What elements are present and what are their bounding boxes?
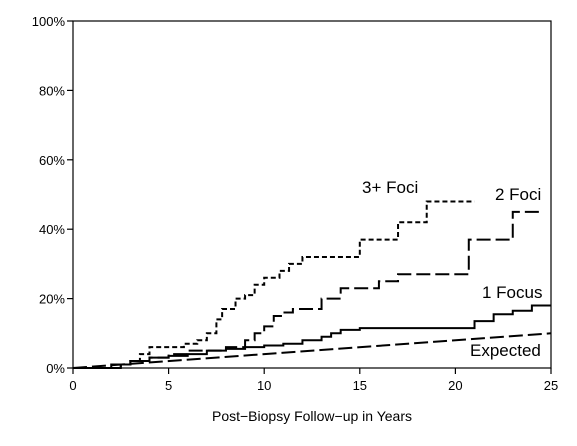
x-axis: 0 5 10 15 20 25 — [69, 368, 558, 393]
y-tick-label: 40% — [39, 222, 65, 237]
x-tick-label: 0 — [69, 378, 76, 393]
series-label-expected: Expected — [470, 341, 541, 360]
plot-frame — [72, 20, 552, 369]
y-tick-label: 20% — [39, 292, 65, 307]
series-line-1-focus — [73, 304, 551, 369]
x-axis-title: Post−Biopsy Follow−up in Years — [212, 408, 412, 424]
series-label-2-foci: 2 Foci — [495, 185, 541, 204]
x-tick-label: 5 — [165, 378, 172, 393]
y-tick-label: 100% — [32, 14, 66, 29]
series-label-1-focus: 1 Focus — [482, 283, 542, 302]
y-tick-label: 60% — [39, 153, 65, 168]
x-tick-label: 15 — [353, 378, 367, 393]
series-labels: 3+ Foci 2 Foci 1 Focus Expected — [362, 178, 542, 360]
series-lines — [72, 200, 552, 369]
x-tick-label: 25 — [544, 378, 558, 393]
x-tick-label: 10 — [257, 378, 271, 393]
x-tick-label: 20 — [448, 378, 462, 393]
series-line-3plus-foci — [73, 200, 475, 369]
y-tick-label: 80% — [39, 83, 65, 98]
y-axis: 0% 20% 40% 60% 80% 100% — [32, 14, 73, 376]
y-tick-label: 0% — [46, 361, 65, 376]
series-line-expected — [72, 332, 552, 369]
series-label-3plus-foci: 3+ Foci — [362, 178, 418, 197]
